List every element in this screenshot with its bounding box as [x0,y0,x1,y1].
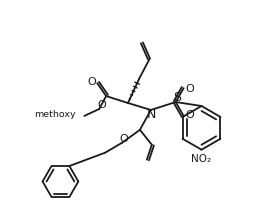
Text: O: O [98,100,107,110]
Text: O: O [185,110,194,120]
Text: NO₂: NO₂ [191,154,212,164]
Text: methoxy: methoxy [34,110,75,119]
Text: N: N [147,108,157,121]
Text: O: O [120,134,128,144]
Text: O: O [88,77,96,87]
Text: O: O [185,84,194,94]
Text: S: S [173,91,181,104]
